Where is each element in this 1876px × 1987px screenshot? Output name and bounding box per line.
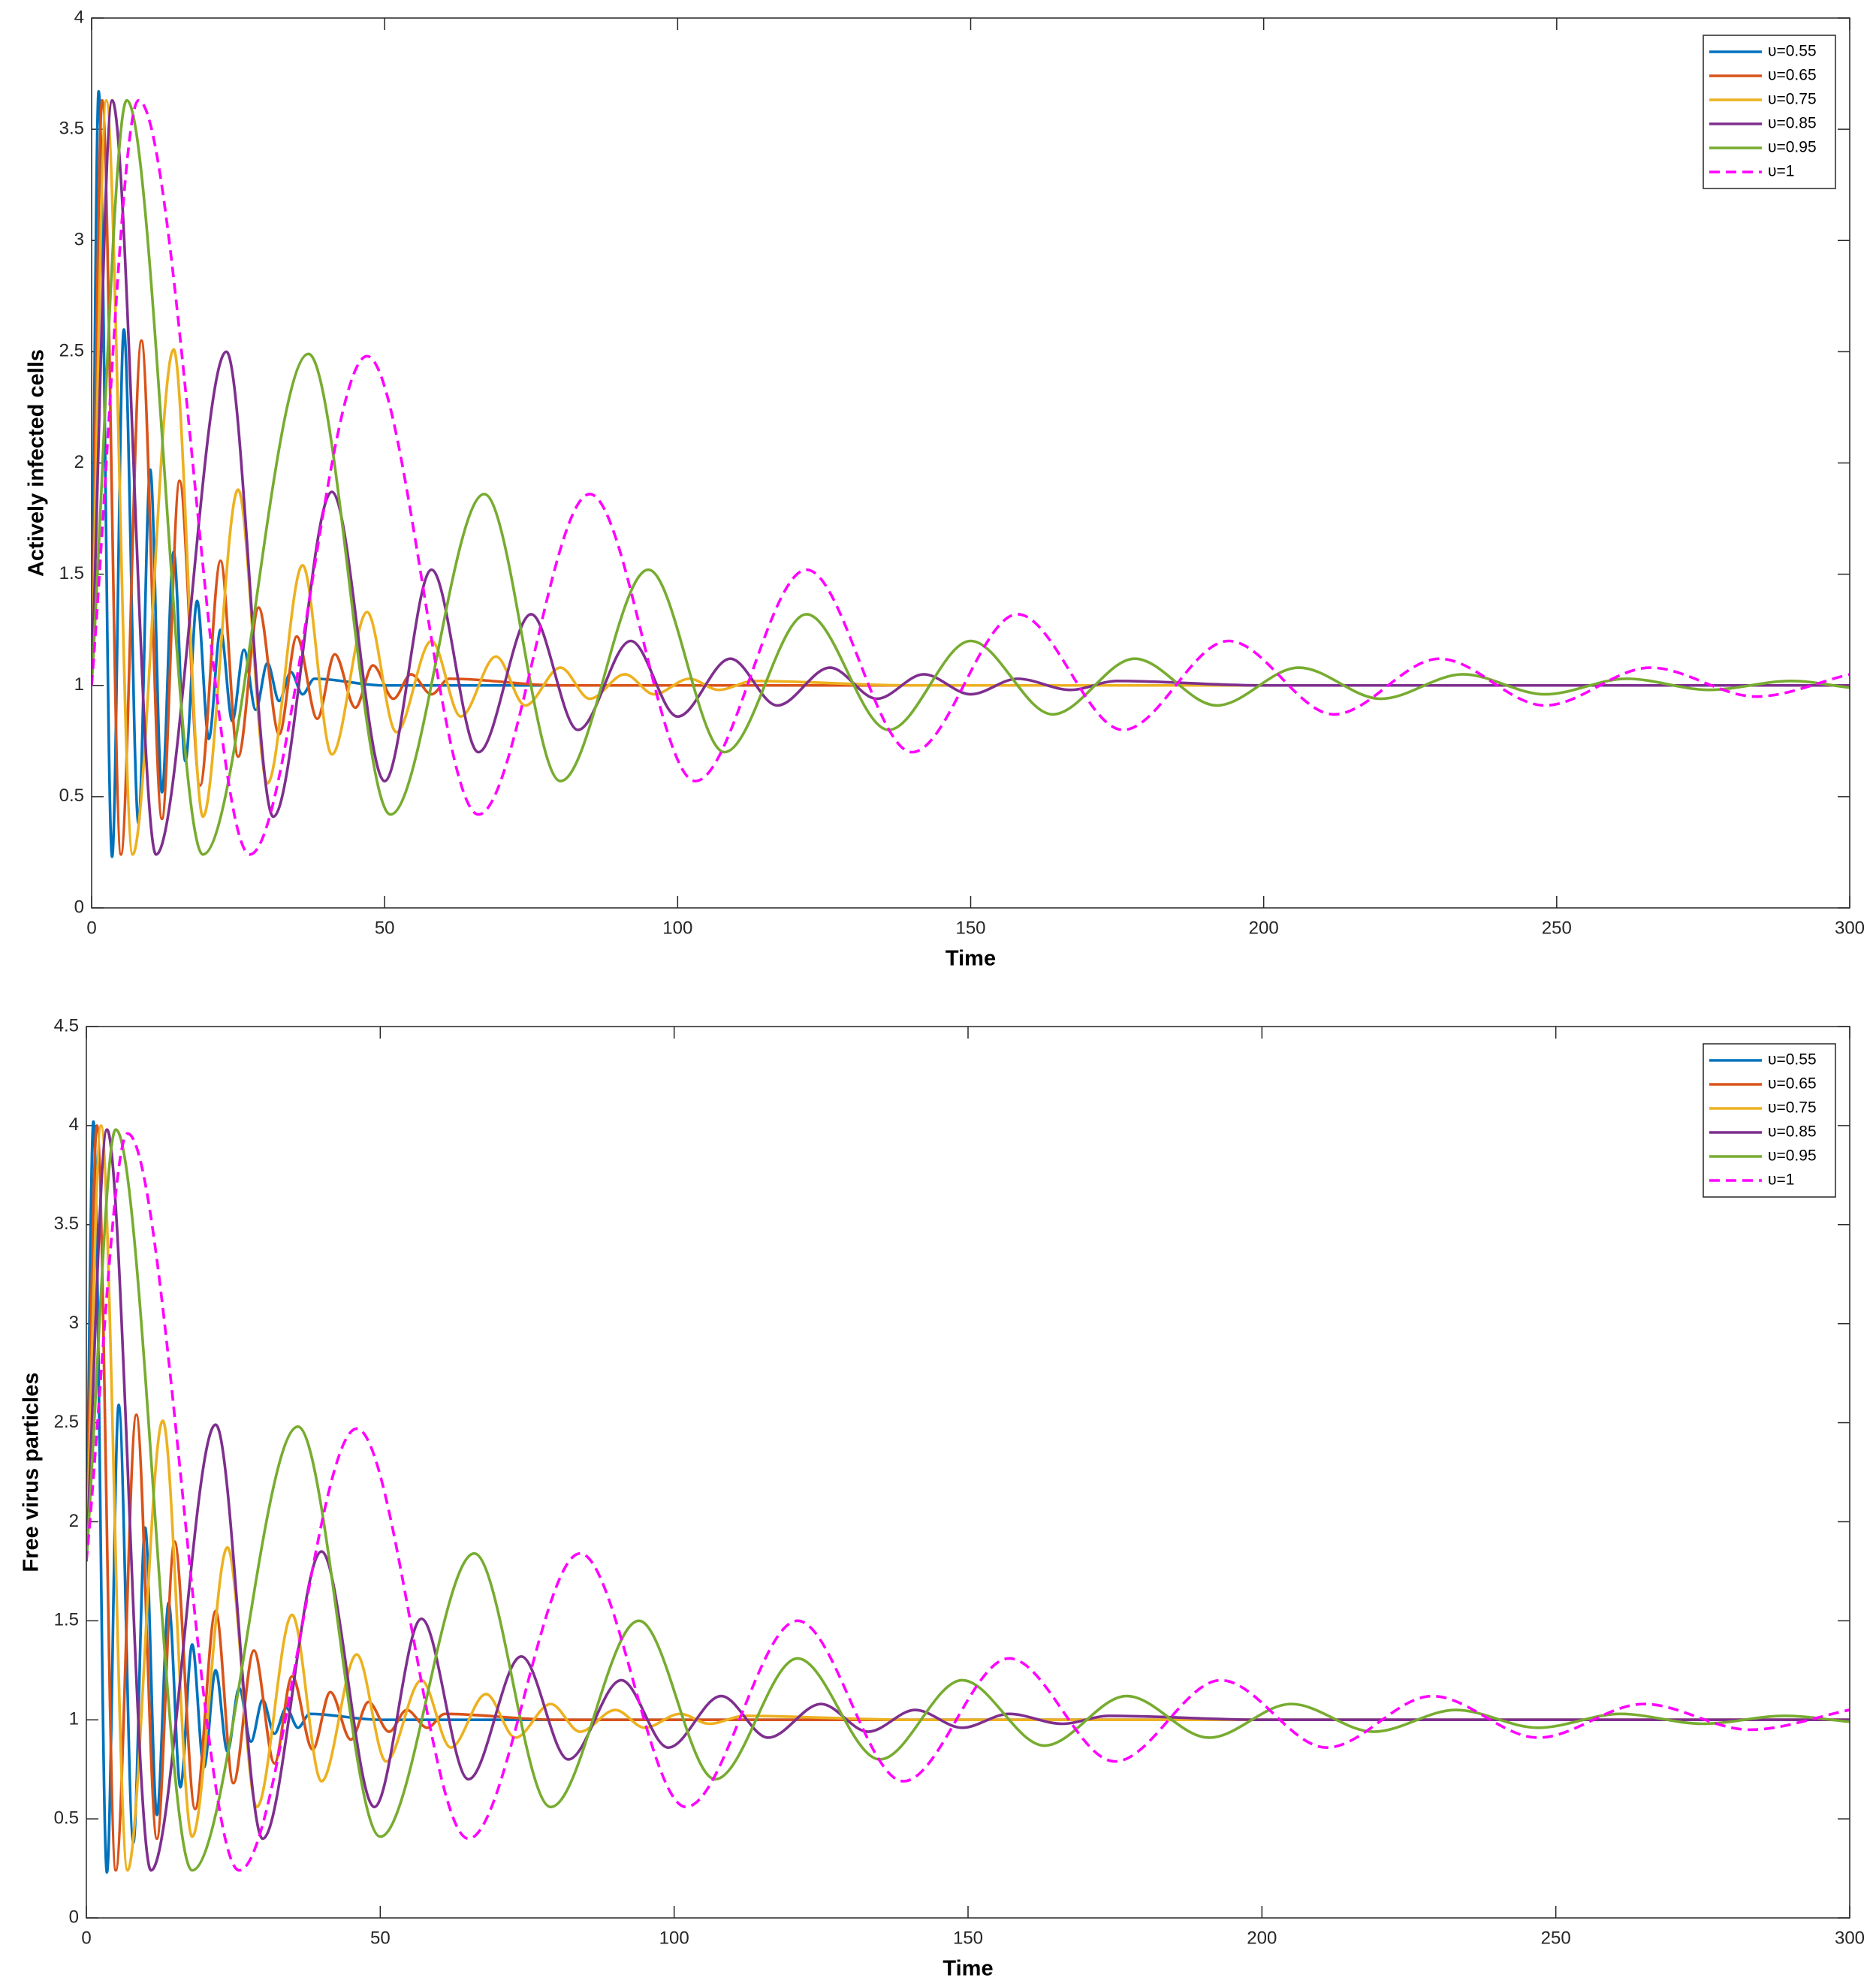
legend-label: υ=0.95: [1768, 1147, 1817, 1165]
legend-label: υ=0.85: [1768, 1123, 1817, 1141]
legend-label: υ=1: [1768, 163, 1794, 180]
y-tick-label: 0: [69, 1907, 79, 1927]
x-tick-label: 0: [86, 918, 96, 938]
subplot: 0 50 100 150 200 250 300 0 0.5 1 1.5 2 2.5 3 3.5 4 Time A…: [25, 7, 1865, 970]
x-tick-label: 150: [953, 1928, 983, 1948]
x-axis-label: Time: [943, 1957, 993, 1981]
series-line: [86, 1128, 1850, 1872]
legend-box: [1703, 35, 1836, 189]
y-tick-label: 2: [74, 452, 84, 472]
plot-area: [92, 18, 1850, 908]
subplot: 0 50 100 150 200 250 300 0 0.5 1 1.5 2 2.5 3 3.5 4 4.5 Ti…: [20, 1015, 1865, 1980]
x-axis-label: Time: [946, 947, 996, 971]
x-tick-label: 200: [1247, 1928, 1277, 1948]
series-line: [86, 1120, 1850, 1874]
series-line: [92, 98, 1850, 856]
axes-box: [86, 1026, 1850, 1919]
y-tick-label: 4: [69, 1114, 79, 1135]
y-tick-label: 3.5: [59, 118, 84, 138]
legend-label: υ=0.65: [1768, 67, 1817, 84]
y-tick-label: 2: [69, 1511, 79, 1531]
legend-box: [1703, 1043, 1836, 1198]
legend-label: υ=0.95: [1768, 139, 1817, 156]
legend-label: υ=0.55: [1768, 1051, 1817, 1069]
series-line: [92, 98, 1850, 856]
y-tick-label: 0: [74, 897, 84, 917]
legend-label: υ=0.65: [1768, 1075, 1817, 1093]
y-tick-label: 4.5: [54, 1015, 79, 1036]
y-tick-label: 1.5: [54, 1610, 79, 1630]
y-axis-label: Free virus particles: [20, 1373, 44, 1572]
x-tick-label: 250: [1542, 918, 1572, 938]
x-tick-label: 0: [81, 1928, 91, 1948]
series-line: [92, 98, 1850, 856]
x-tick-label: 50: [375, 918, 395, 938]
y-tick-label: 0.5: [54, 1808, 79, 1828]
y-tick-label: 2.5: [54, 1412, 79, 1432]
x-tick-label: 300: [1835, 1928, 1865, 1948]
y-tick-label: 1.5: [59, 563, 84, 583]
legend-label: υ=0.75: [1768, 91, 1817, 108]
legend-label: υ=0.85: [1768, 115, 1817, 132]
series-line: [92, 98, 1850, 856]
series-line: [92, 98, 1850, 856]
x-tick-label: 200: [1249, 918, 1279, 938]
x-tick-label: 50: [370, 1928, 391, 1948]
y-tick-label: 1: [69, 1709, 79, 1729]
series-line: [86, 1124, 1850, 1872]
y-tick-label: 3: [74, 230, 84, 250]
y-axis-label: Actively infected cells: [25, 349, 49, 577]
legend-label: υ=0.55: [1768, 43, 1817, 60]
y-tick-label: 0.5: [59, 785, 84, 806]
y-tick-label: 1: [74, 674, 84, 695]
legend-label: υ=0.75: [1768, 1099, 1817, 1117]
y-tick-label: 4: [74, 7, 84, 27]
series-line: [86, 1128, 1850, 1872]
x-tick-label: 100: [659, 1928, 689, 1948]
axes-box: [91, 17, 1850, 909]
x-tick-label: 300: [1835, 918, 1865, 938]
y-tick-label: 3: [69, 1313, 79, 1333]
series-line: [86, 1124, 1850, 1872]
x-tick-label: 250: [1541, 1928, 1571, 1948]
x-tick-label: 100: [662, 918, 692, 938]
legend-label: υ=1: [1768, 1171, 1794, 1189]
plot-area: [86, 1027, 1850, 1918]
y-tick-label: 2.5: [59, 341, 84, 361]
y-tick-label: 3.5: [54, 1214, 79, 1234]
x-tick-label: 150: [955, 918, 985, 938]
